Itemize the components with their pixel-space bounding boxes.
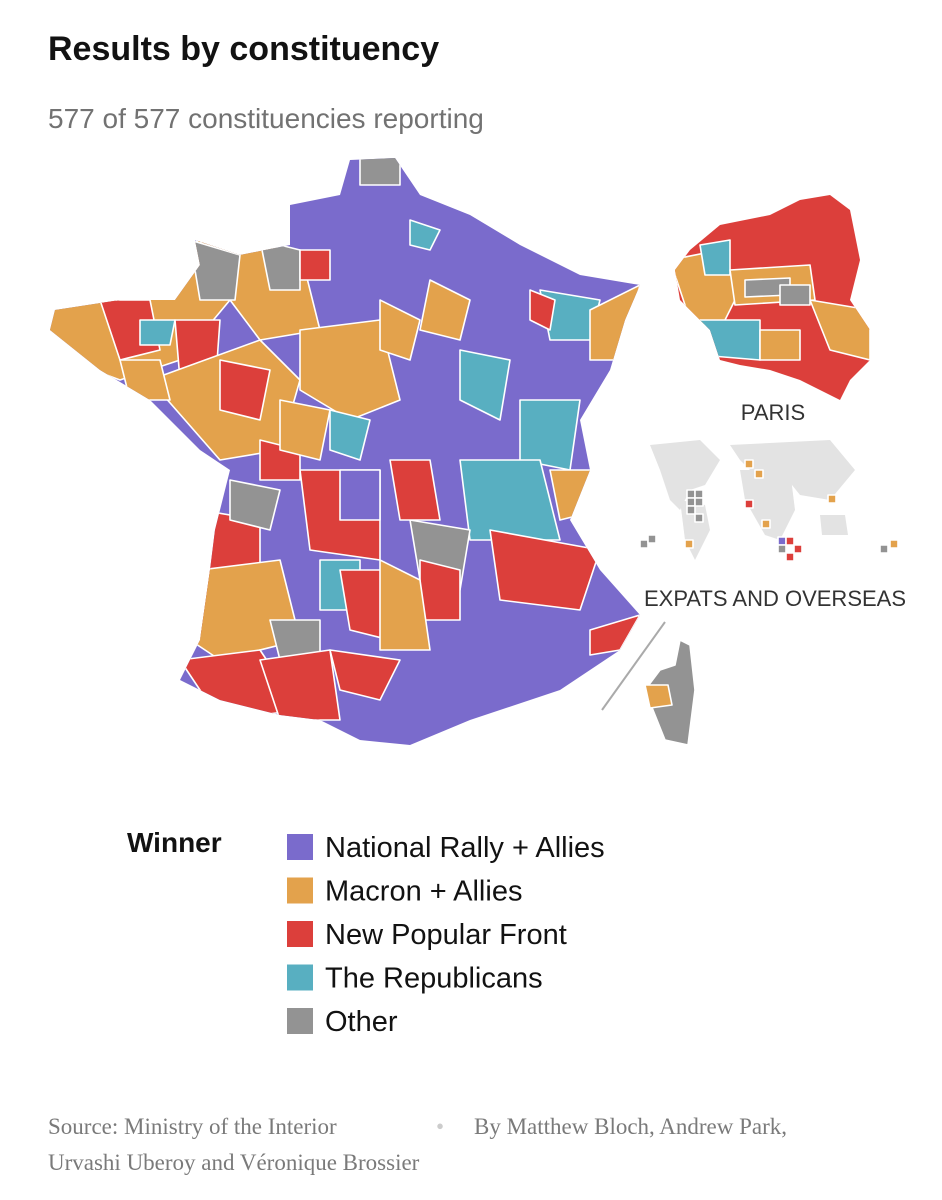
- region: [744, 499, 754, 509]
- legend-swatch: [287, 1008, 313, 1034]
- region: [809, 299, 870, 361]
- region: [699, 319, 761, 361]
- region: [699, 239, 731, 276]
- region: [761, 519, 771, 529]
- region: [686, 497, 696, 507]
- region: [785, 536, 795, 546]
- region: [419, 279, 471, 341]
- region: [694, 497, 704, 507]
- region: [139, 319, 176, 346]
- legend-swatch: [287, 921, 313, 947]
- legend-label: New Popular Front: [325, 919, 567, 951]
- corsica: [644, 684, 673, 709]
- region: [793, 544, 803, 554]
- region: [744, 459, 754, 469]
- region: [409, 219, 441, 251]
- connector: [601, 621, 666, 711]
- region: [889, 539, 899, 549]
- paris-map: [675, 195, 870, 400]
- region: [684, 539, 694, 549]
- region: [694, 513, 704, 523]
- overseas-markers: [639, 459, 899, 562]
- region: [589, 614, 640, 656]
- legend: National Rally + Allies Macron + Allies Ne…: [287, 832, 605, 1038]
- inset-label: EXPATS AND OVERSEAS: [644, 586, 906, 611]
- region: [259, 649, 341, 721]
- region: [459, 459, 561, 541]
- region: [777, 536, 787, 546]
- legend-swatch: [287, 877, 313, 904]
- region: [639, 539, 649, 549]
- source: Source: Ministry of the Interior: [48, 1114, 337, 1139]
- region: [219, 359, 271, 421]
- region: [529, 289, 556, 331]
- region: [259, 239, 301, 291]
- region: [299, 249, 331, 281]
- legend-swatch: [287, 834, 313, 860]
- legend-label: Other: [325, 1006, 398, 1038]
- region: [379, 559, 431, 651]
- separator: •: [436, 1114, 444, 1139]
- region: [329, 649, 401, 701]
- region: [647, 534, 657, 544]
- region: [759, 329, 801, 361]
- france-map: [50, 158, 640, 745]
- legend-label: The Republicans: [325, 963, 543, 995]
- byline: Urvashi Uberoy and Véronique Brossier: [48, 1150, 420, 1175]
- region: [229, 479, 281, 531]
- inset-label: PARIS: [741, 400, 805, 425]
- legend-swatch: [287, 964, 313, 991]
- region: [686, 489, 696, 499]
- region: [339, 469, 381, 521]
- legend-title: Winner: [127, 827, 222, 858]
- region: [419, 559, 461, 621]
- region: [754, 469, 764, 479]
- region: [359, 158, 401, 186]
- region: [785, 552, 795, 562]
- subtitle: 577 of 577 constituencies reporting: [48, 103, 484, 134]
- region: [189, 239, 241, 301]
- region: [827, 494, 837, 504]
- region: [777, 544, 787, 554]
- legend-label: Macron + Allies: [325, 876, 522, 908]
- region: [686, 505, 696, 515]
- region: [879, 544, 889, 554]
- byline: By Matthew Bloch, Andrew Park,: [474, 1114, 787, 1139]
- region: [694, 489, 704, 499]
- region: [299, 319, 401, 421]
- region: [379, 299, 421, 361]
- legend-label: National Rally + Allies: [325, 832, 605, 864]
- region: [459, 349, 511, 421]
- region: [389, 459, 441, 521]
- region: [279, 399, 331, 461]
- region: [329, 409, 371, 461]
- region: [489, 529, 601, 611]
- region: [779, 284, 811, 306]
- title: Results by constituency: [48, 30, 439, 68]
